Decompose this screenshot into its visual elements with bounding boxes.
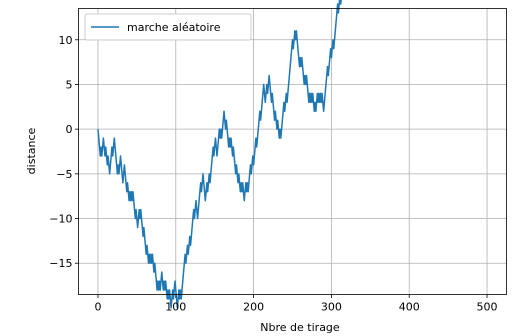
legend-box <box>84 13 252 41</box>
y-tick-label: −15 <box>49 257 72 270</box>
series-line-marche-aleatoire <box>97 0 342 309</box>
x-axis-label: Nbre de tirage <box>260 321 340 334</box>
x-tick-label: 500 <box>477 301 498 314</box>
x-tick-label: 0 <box>94 301 101 314</box>
x-tick-label: 400 <box>399 301 420 314</box>
y-axis-label: distance <box>25 127 38 174</box>
y-tick-label: −5 <box>56 168 72 181</box>
y-tick-label: −10 <box>49 213 72 226</box>
x-tick-label: 100 <box>165 301 186 314</box>
y-tick-label: 10 <box>59 34 73 47</box>
x-tick-label: 300 <box>321 301 342 314</box>
legend-label: marche aléatoire <box>127 21 221 34</box>
y-tick-label: 5 <box>66 78 73 91</box>
legend: marche aléatoire <box>84 13 252 41</box>
y-tick-label: 0 <box>66 123 73 136</box>
plot-frame <box>78 8 507 295</box>
grid-lines <box>78 8 507 295</box>
axis-ticks: 0 100 200 300 400 500 −15 −10 −5 0 5 10 <box>49 34 497 314</box>
x-tick-label: 200 <box>243 301 264 314</box>
